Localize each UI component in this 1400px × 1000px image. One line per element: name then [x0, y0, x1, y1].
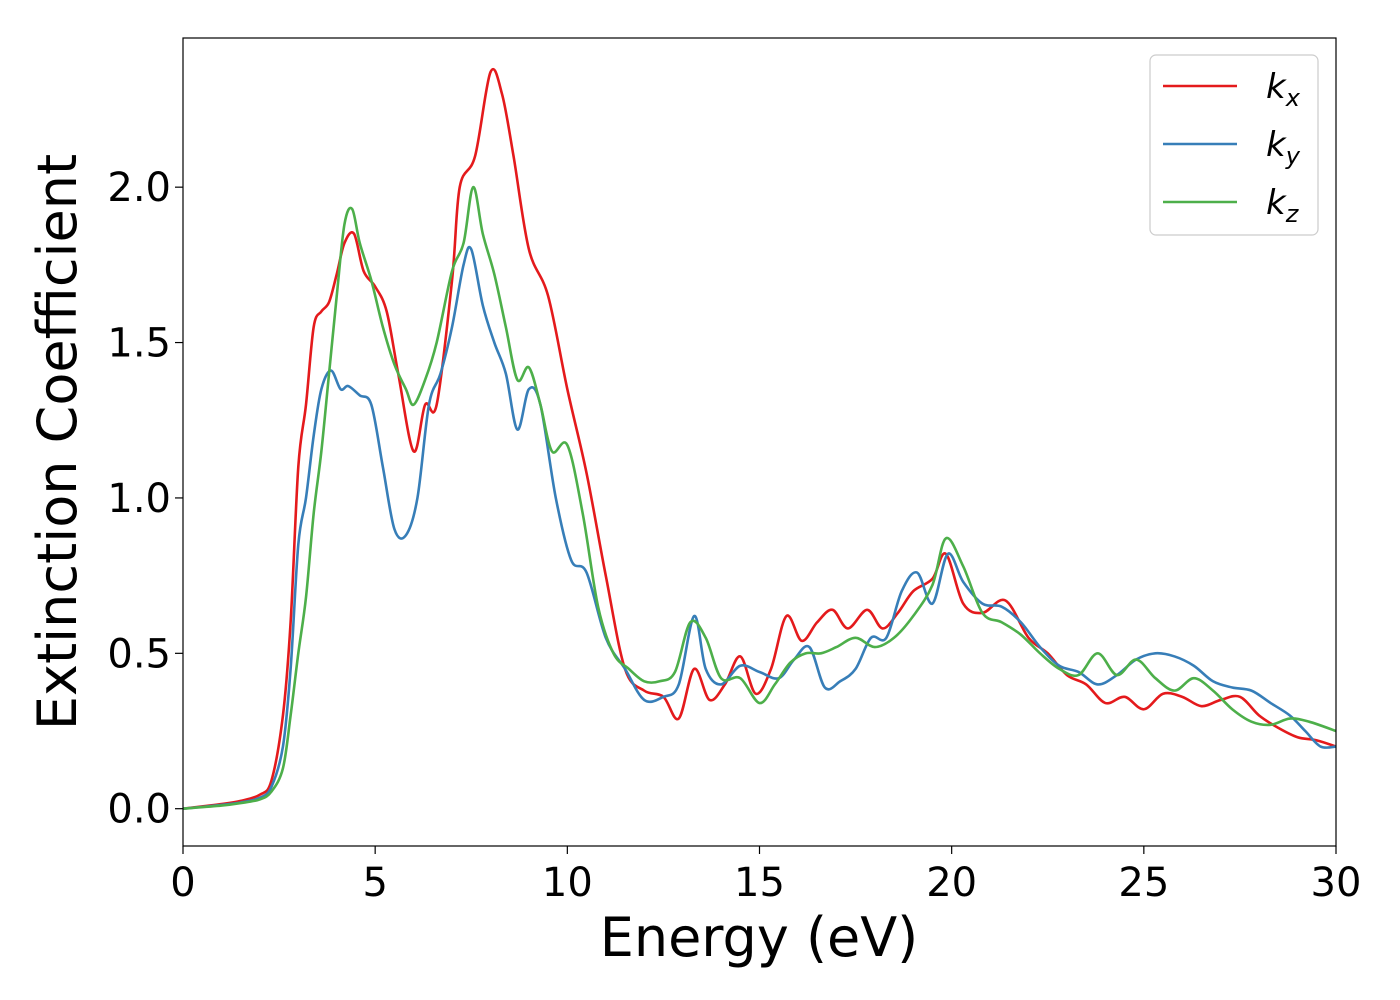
x-tick-label: 25: [1118, 860, 1169, 906]
legend: kx ky kz: [1149, 54, 1319, 236]
y-tick-label: 1.0: [107, 476, 171, 522]
y-tick-label: 2.0: [107, 165, 171, 211]
x-tick-label: 15: [734, 860, 785, 906]
x-tick-label: 20: [926, 860, 977, 906]
y-axis-label: Extinction Coefficient: [26, 154, 89, 730]
y-tick-label: 0.5: [107, 631, 171, 677]
x-tick-label: 5: [362, 860, 387, 906]
x-axis-ticks: 0 5 10 15 20 25 30: [170, 846, 1361, 906]
legend-label-y: ky: [1266, 125, 1301, 170]
series-line-z: [183, 185, 1336, 811]
legend-label-z: kz: [1266, 183, 1300, 228]
x-tick-label: 30: [1311, 860, 1362, 906]
y-axis-ticks: 0.0 0.5 1.0 1.5 2.0: [107, 165, 183, 833]
y-tick-label: 1.5: [107, 321, 171, 367]
legend-label-x: kx: [1266, 67, 1301, 112]
x-tick-label: 0: [170, 860, 195, 906]
series-line-y: [183, 245, 1336, 811]
series-layer: [183, 67, 1336, 811]
x-tick-label: 10: [542, 860, 593, 906]
x-axis-label: Energy (eV): [600, 906, 919, 969]
y-tick-label: 0.0: [107, 787, 171, 833]
